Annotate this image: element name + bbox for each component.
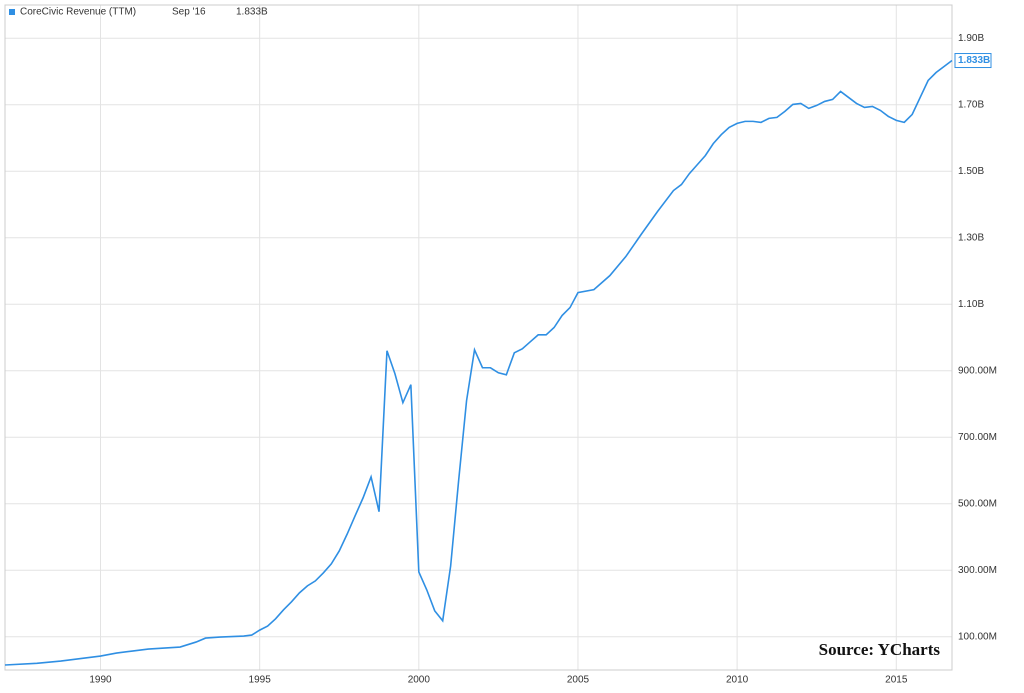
x-tick-label: 1990 (89, 675, 112, 686)
y-tick-label: 700.00M (958, 432, 997, 443)
end-label-box (954, 53, 992, 69)
legend-name: CoreCivic Revenue (TTM) (20, 7, 136, 18)
x-tick-label: 1995 (249, 675, 272, 686)
y-tick-label: 1.10B (958, 299, 984, 310)
y-tick-label: 300.00M (958, 565, 997, 576)
x-tick-label: 2010 (726, 675, 749, 686)
plot-frame (4, 4, 953, 671)
line (4, 59, 953, 666)
y-tick-label: 100.00M (958, 631, 997, 642)
legend-value: 1.833B (236, 7, 268, 18)
y-tick-label: 500.00M (958, 498, 997, 509)
legend-date: Sep '16 (172, 7, 206, 18)
y-tick-label: 900.00M (958, 365, 997, 376)
x-tick-label: 2000 (408, 675, 431, 686)
legend-swatch (9, 9, 15, 15)
x-tick-label: 2015 (885, 675, 908, 686)
y-tick-label: 1.70B (958, 99, 984, 110)
source: Source: YCharts (819, 640, 941, 659)
x-tick-label: 2005 (567, 675, 590, 686)
y-tick-label: 1.90B (958, 33, 984, 44)
end-label: 1.833B (958, 55, 990, 66)
y-tick-label: 1.30B (958, 232, 984, 243)
y-tick-label: 1.50B (958, 166, 984, 177)
